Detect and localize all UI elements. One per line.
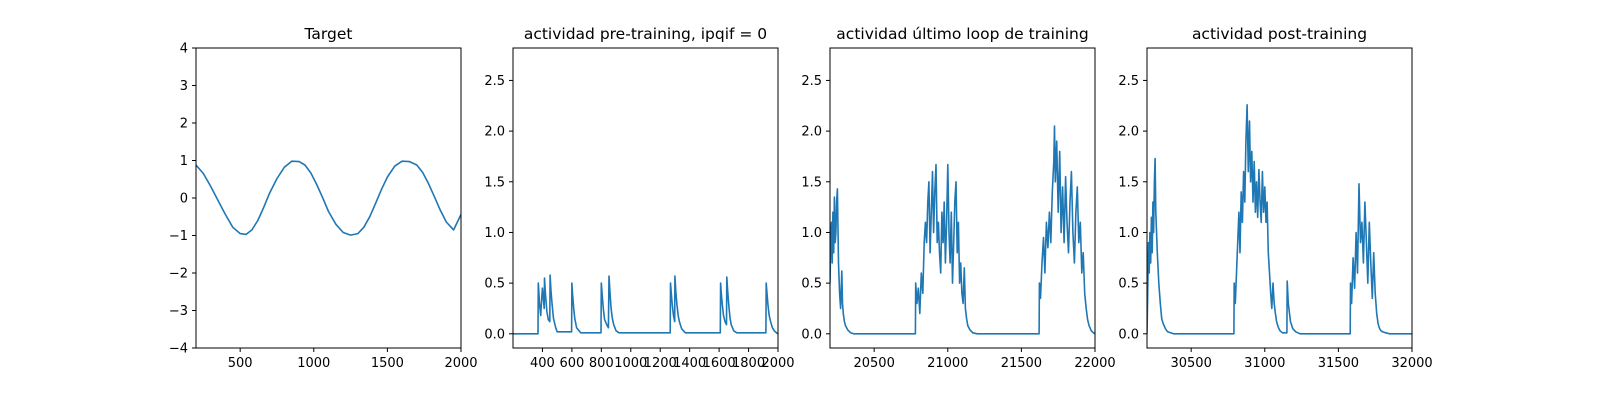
axes-frame [512, 47, 779, 349]
x-tick-label: 2000 [761, 356, 794, 371]
series-line [830, 125, 1095, 335]
x-tick-label: 31500 [1318, 356, 1359, 371]
y-tick-label: 1.0 [484, 226, 505, 241]
x-tick-label: 400 [530, 356, 555, 371]
y-tick-label: 2.5 [801, 74, 822, 89]
y-tick-label: 1 [180, 154, 188, 169]
y-tick-label: −4 [169, 342, 188, 357]
y-tick-label: 0.0 [484, 327, 505, 342]
x-tick-label: 1000 [614, 356, 647, 371]
y-tick-label: 3 [180, 79, 188, 94]
y-tick-label: 2.5 [1118, 74, 1139, 89]
y-tick-label: −1 [169, 229, 188, 244]
axes-frame [195, 47, 462, 349]
plot-area: 30500 31000 31500 32000 0.0 0.5 1.0 1.5 2.0 2.5 [1118, 47, 1433, 371]
y-tick-label: 0.5 [484, 277, 505, 292]
y-tick-label: 0.5 [1118, 277, 1139, 292]
x-tick-label: 800 [589, 356, 614, 371]
subplot-post-training: actividad post-training 30500 31000 31500 3… [1118, 25, 1432, 371]
y-tick-label: −3 [169, 304, 188, 319]
x-tick-label: 21500 [1001, 356, 1042, 371]
y-tick-label: 0.0 [801, 327, 822, 342]
y-tick-label: −2 [169, 267, 188, 282]
series-line [1147, 103, 1412, 335]
subplot-pre-training: actividad pre-training, ipqif = 0 400 600… [484, 25, 794, 371]
y-tick-label: 2.0 [1118, 125, 1139, 140]
y-tick-label: 2.0 [801, 125, 822, 140]
plot-area: 20500 21000 21500 22000 0.0 0.5 1.0 1.5 2.0 2.5 [801, 47, 1116, 371]
x-tick-label: 21000 [927, 356, 968, 371]
subplot-title: actividad post-training [1192, 25, 1367, 43]
x-tick-label: 30500 [1170, 356, 1211, 371]
x-tick-label: 31000 [1244, 356, 1285, 371]
x-tick-label: 1200 [644, 356, 677, 371]
subplot-title: Target [304, 25, 353, 43]
x-tick-label: 2000 [444, 356, 477, 371]
series-line [513, 274, 778, 335]
x-tick-label: 1400 [673, 356, 706, 371]
subplot-title: actividad último loop de training [836, 25, 1088, 43]
subplot-title: actividad pre-training, ipqif = 0 [524, 25, 767, 43]
y-tick-label: 4 [180, 42, 188, 57]
y-tick-label: 0 [180, 192, 188, 207]
x-tick-label: 1600 [703, 356, 736, 371]
y-tick-label: 1.0 [801, 226, 822, 241]
y-tick-label: 2.0 [484, 125, 505, 140]
y-tick-label: 0.0 [1118, 327, 1139, 342]
y-tick-label: 1.5 [1118, 175, 1139, 190]
x-tick-label: 22000 [1074, 356, 1115, 371]
x-tick-label: 32000 [1391, 356, 1432, 371]
x-tick-label: 1000 [297, 356, 330, 371]
axes-frame [829, 47, 1096, 349]
y-tick-label: 1.5 [801, 175, 822, 190]
plot-area: 500 1000 1500 2000 −4 −3 −2 −1 0 1 2 3 4 [169, 42, 478, 372]
axes-frame [1146, 47, 1413, 349]
x-tick-label: 600 [559, 356, 584, 371]
y-tick-label: 0.5 [801, 277, 822, 292]
x-tick-label: 20500 [853, 356, 894, 371]
subplot-last-training-loop: actividad último loop de training 20500 2… [801, 25, 1115, 371]
y-tick-label: 1.5 [484, 175, 505, 190]
subplot-target: Target 500 1000 1500 2000 −4 −3 −2 −1 0 1 2 3 4 [169, 25, 478, 371]
y-tick-label: 2 [180, 117, 188, 132]
series-line [196, 160, 461, 236]
y-tick-label: 2.5 [484, 74, 505, 89]
x-tick-label: 1800 [732, 356, 765, 371]
x-tick-label: 1500 [371, 356, 404, 371]
y-tick-label: 1.0 [1118, 226, 1139, 241]
x-tick-label: 500 [228, 356, 253, 371]
